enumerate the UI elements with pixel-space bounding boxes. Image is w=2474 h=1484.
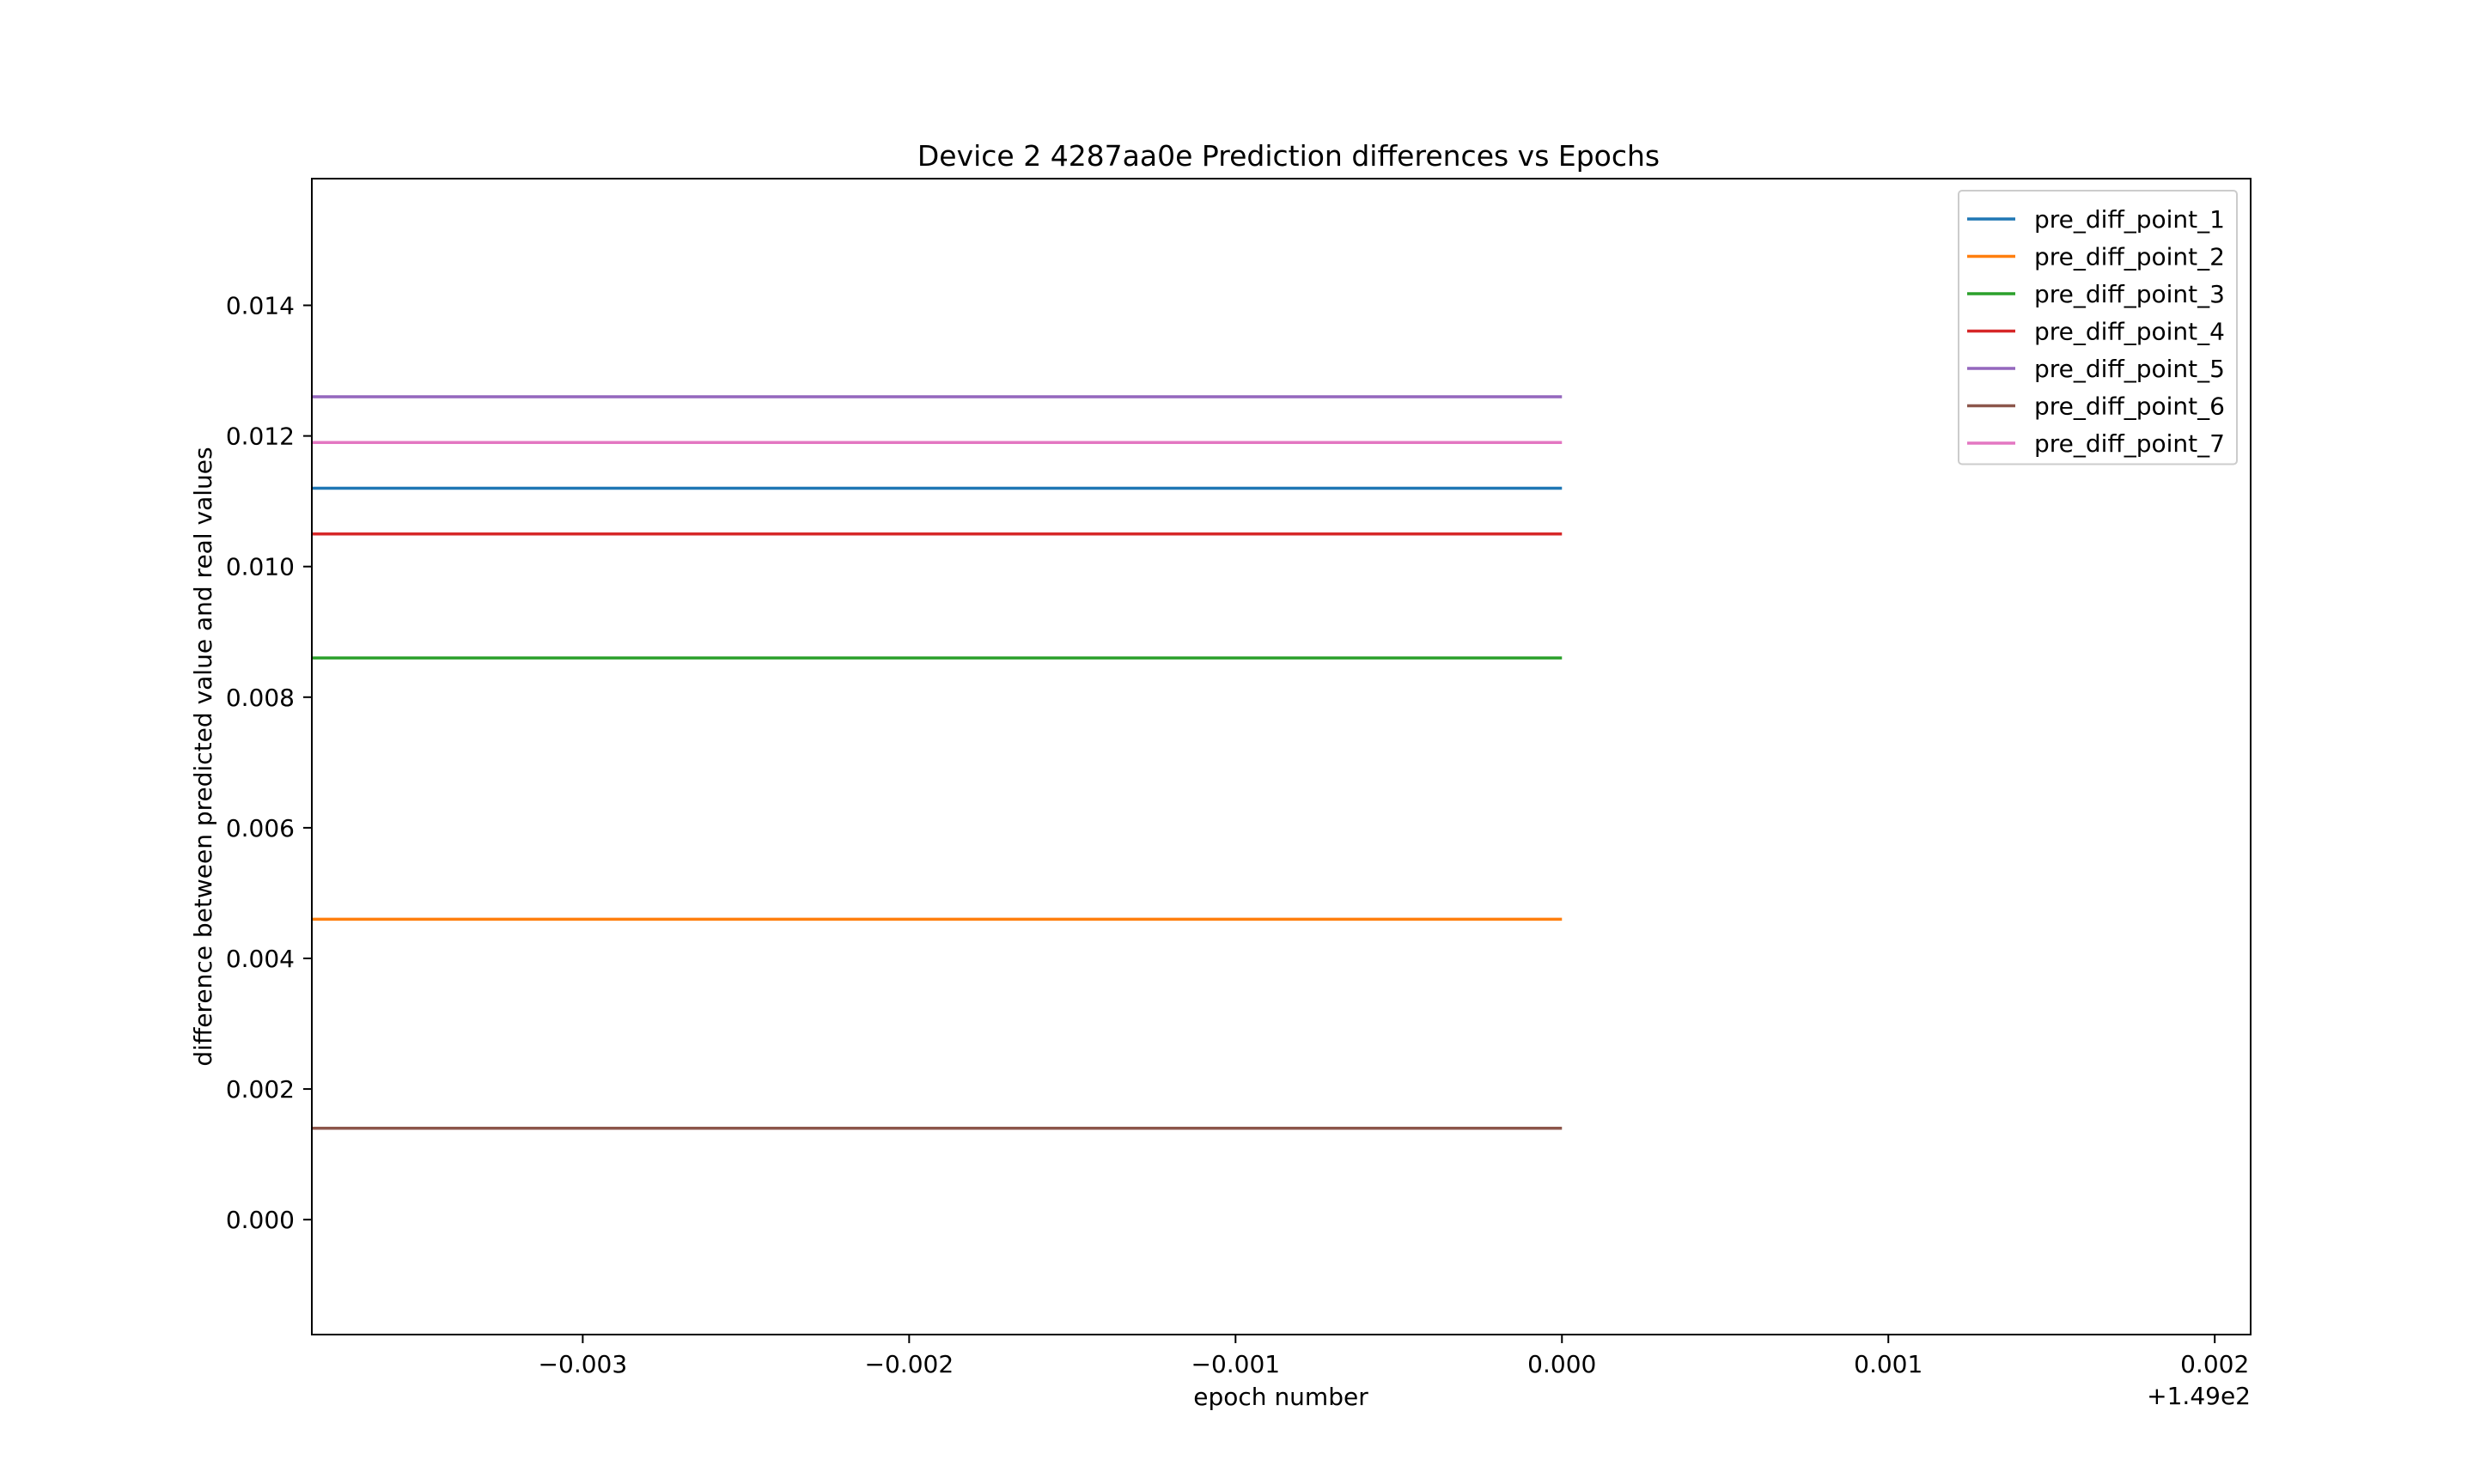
- legend-label: pre_diff_point_6: [2034, 392, 2225, 421]
- y-tick-label: 0.012: [226, 423, 295, 451]
- x-tick-label: −0.002: [865, 1350, 954, 1378]
- y-tick-label: 0.006: [226, 814, 295, 842]
- x-axis-title: epoch number: [1193, 1383, 1368, 1411]
- y-axis: 0.000 0.002 0.004 0.006 0.008 0.010 0.012 0.014: [226, 292, 312, 1234]
- legend-box: [1958, 190, 2238, 465]
- legend-label: pre_diff_point_7: [2034, 429, 2225, 458]
- y-tick-label: 0.004: [226, 945, 295, 973]
- legend-label: pre_diff_point_3: [2034, 280, 2225, 308]
- y-tick-label: 0.014: [226, 292, 295, 320]
- plot-frame: [311, 178, 2252, 1335]
- x-tick-label: −0.003: [539, 1350, 628, 1378]
- x-tick-label: 0.000: [1527, 1350, 1596, 1378]
- y-axis-title: difference between predicted value and r…: [189, 447, 217, 1066]
- x-axis-offset-label: +1.49e2: [2147, 1382, 2251, 1410]
- x-tick-label: −0.001: [1191, 1350, 1280, 1378]
- x-axis: −0.003 −0.002 −0.001 0.000 0.001 0.002: [539, 1335, 2249, 1378]
- x-tick-label: 0.001: [1854, 1350, 1923, 1378]
- legend-label: pre_diff_point_2: [2034, 243, 2225, 271]
- legend: pre_diff_point_1 pre_diff_point_2 pre_diff…: [1958, 190, 2238, 465]
- legend-label: pre_diff_point_4: [2034, 318, 2225, 346]
- y-tick-label: 0.000: [226, 1206, 295, 1234]
- legend-label: pre_diff_point_5: [2034, 355, 2225, 383]
- chart-title: Device 2 4287aa0e Prediction differences…: [917, 139, 1660, 173]
- y-tick-label: 0.008: [226, 684, 295, 712]
- y-tick-label: 0.002: [226, 1075, 295, 1104]
- y-tick-label: 0.010: [226, 553, 295, 581]
- legend-label: pre_diff_point_1: [2034, 205, 2225, 234]
- x-tick-label: 0.002: [2180, 1350, 2249, 1378]
- series-layer: [312, 395, 1563, 1130]
